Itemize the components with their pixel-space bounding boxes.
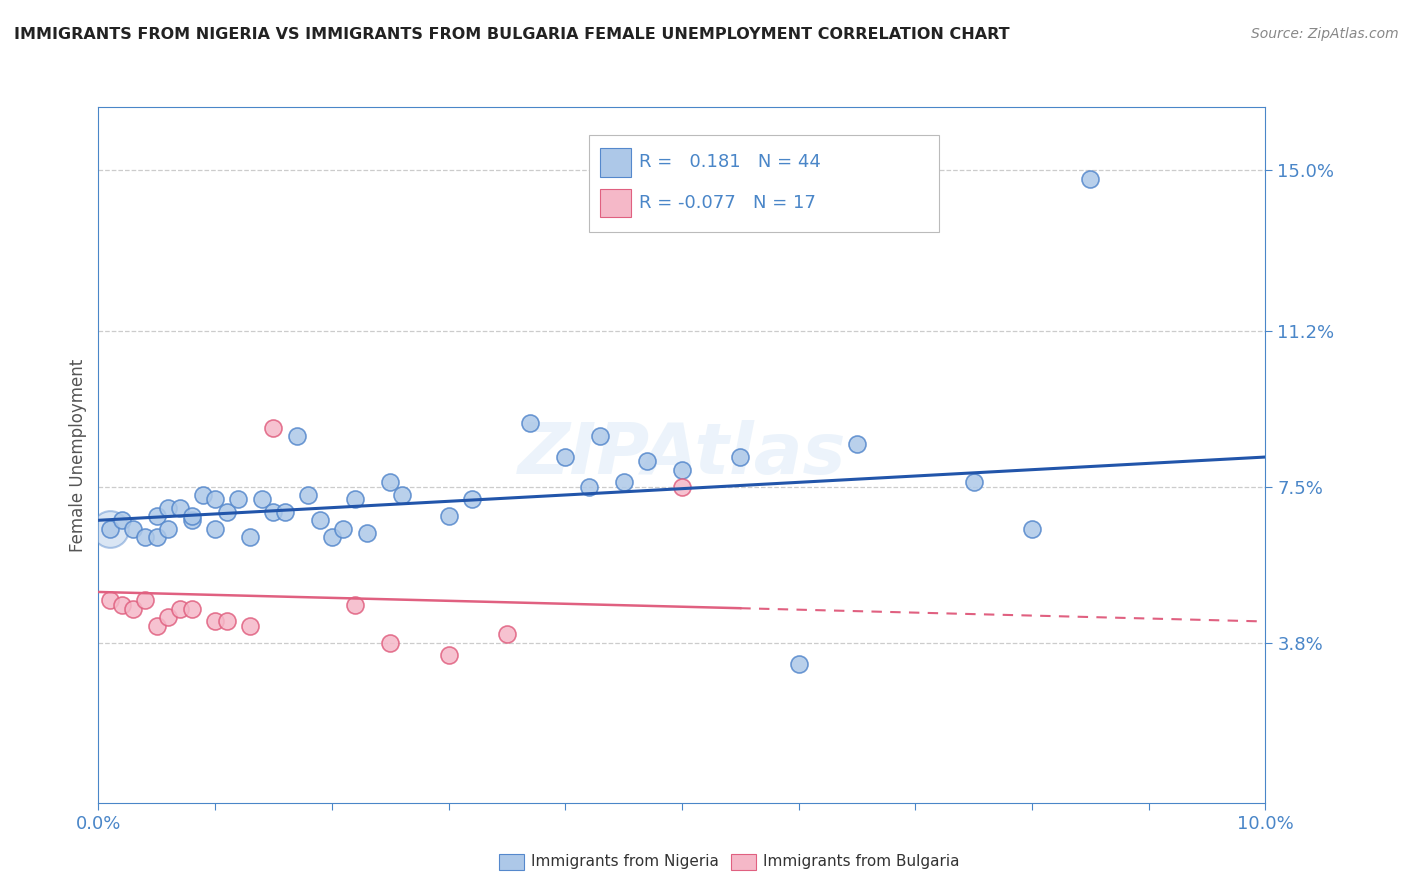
Point	[250, 492, 273, 507]
Point	[309, 513, 332, 527]
Point	[297, 488, 319, 502]
Text: Immigrants from Bulgaria: Immigrants from Bulgaria	[763, 855, 960, 869]
Point	[285, 429, 308, 443]
Point	[134, 530, 156, 544]
Point	[344, 598, 367, 612]
Point	[146, 530, 169, 544]
Point	[239, 530, 262, 544]
Point	[437, 509, 460, 524]
Point	[671, 463, 693, 477]
Point	[612, 475, 634, 490]
Point	[193, 488, 215, 502]
Point	[391, 488, 413, 502]
Point	[169, 602, 191, 616]
Point	[239, 618, 262, 632]
Text: Immigrants from Nigeria: Immigrants from Nigeria	[531, 855, 720, 869]
Point	[356, 525, 378, 540]
Point	[146, 618, 169, 632]
Point	[228, 492, 250, 507]
Point	[636, 454, 658, 468]
Point	[519, 417, 541, 431]
Point	[98, 593, 121, 607]
Point	[787, 657, 810, 671]
Text: ZIPAtlas: ZIPAtlas	[517, 420, 846, 490]
Point	[204, 522, 226, 536]
Point	[461, 492, 484, 507]
Point	[146, 509, 169, 524]
Point	[98, 522, 121, 536]
Point	[496, 627, 519, 641]
Text: R = -0.077   N = 17: R = -0.077 N = 17	[640, 194, 815, 212]
Point	[380, 475, 402, 490]
Y-axis label: Female Unemployment: Female Unemployment	[69, 359, 87, 551]
Point	[1080, 171, 1102, 186]
Point	[204, 492, 226, 507]
Point	[215, 615, 238, 629]
Text: IMMIGRANTS FROM NIGERIA VS IMMIGRANTS FROM BULGARIA FEMALE UNEMPLOYMENT CORRELAT: IMMIGRANTS FROM NIGERIA VS IMMIGRANTS FR…	[14, 27, 1010, 42]
Point	[98, 522, 121, 536]
Point	[157, 610, 180, 624]
Point	[321, 530, 343, 544]
Text: Source: ZipAtlas.com: Source: ZipAtlas.com	[1251, 27, 1399, 41]
Point	[180, 513, 202, 527]
Point	[344, 492, 367, 507]
Point	[157, 500, 180, 515]
Point	[554, 450, 576, 464]
Point	[180, 602, 202, 616]
Point	[169, 500, 191, 515]
Text: R =   0.181   N = 44: R = 0.181 N = 44	[640, 153, 821, 171]
Point	[578, 479, 600, 493]
Point	[730, 450, 752, 464]
Point	[332, 522, 354, 536]
Point	[1021, 522, 1043, 536]
Point	[134, 593, 156, 607]
Point	[380, 635, 402, 649]
Point	[111, 598, 134, 612]
Point	[262, 420, 284, 434]
Point	[274, 505, 297, 519]
Point	[962, 475, 984, 490]
Point	[122, 602, 145, 616]
Point	[846, 437, 869, 451]
Point	[122, 522, 145, 536]
Point	[437, 648, 460, 663]
Point	[157, 522, 180, 536]
Point	[204, 615, 226, 629]
Point	[262, 505, 284, 519]
Point	[111, 513, 134, 527]
Point	[215, 505, 238, 519]
Point	[589, 429, 612, 443]
Point	[671, 479, 693, 493]
Point	[180, 509, 202, 524]
